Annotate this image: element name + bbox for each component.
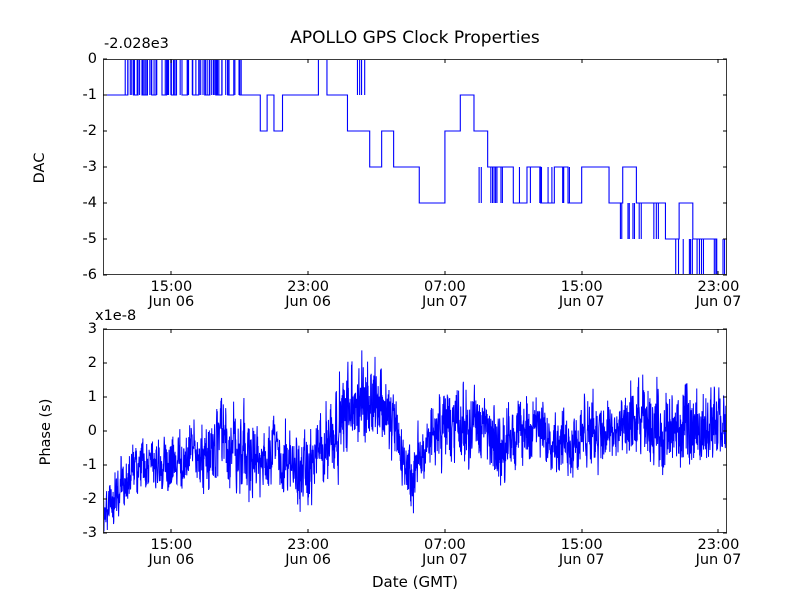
dac-toggle-bursts (125, 59, 724, 275)
xtick-label: 15:00 Jun 07 (558, 537, 605, 569)
xtick-mark (444, 271, 446, 275)
dac-y-axis-label: DAC (32, 152, 48, 184)
ytick-mark (723, 362, 727, 364)
xtick-mark (717, 271, 719, 275)
ytick-label: -4 (82, 195, 97, 211)
ytick-mark (723, 328, 727, 330)
xtick-mark (581, 329, 583, 333)
ytick-mark (103, 464, 107, 466)
ytick-label: -5 (82, 231, 97, 247)
dac-step-line (103, 59, 727, 275)
xtick-label: 15:00 Jun 06 (148, 279, 195, 311)
phase-x-axis-label: Date (GMT) (371, 573, 459, 591)
ytick-mark (723, 238, 727, 240)
xtick-mark (307, 59, 309, 63)
xtick-mark (717, 59, 719, 63)
ytick-mark (103, 328, 107, 330)
ytick-mark (103, 274, 107, 276)
xtick-mark (307, 529, 309, 533)
phase-offset-text: x1e-8 (95, 308, 137, 324)
ytick-mark (103, 362, 107, 364)
xtick-mark (444, 59, 446, 63)
xtick-label: 23:00 Jun 07 (695, 537, 742, 569)
ytick-label: 1 (87, 389, 97, 405)
xtick-mark (170, 529, 172, 533)
phase-y-axis-label: Phase (s) (38, 398, 54, 466)
ytick-mark (723, 396, 727, 398)
figure-title: APOLLO GPS Clock Properties (290, 28, 540, 48)
ytick-label: -1 (82, 87, 97, 103)
xtick-mark (581, 529, 583, 533)
xtick-label: 07:00 Jun 07 (422, 537, 468, 569)
ytick-label: -3 (82, 525, 97, 541)
ytick-mark (103, 396, 107, 398)
ytick-mark (103, 498, 107, 500)
ytick-label: 2 (87, 355, 97, 371)
ytick-label: -2 (82, 123, 97, 139)
ytick-mark (723, 166, 727, 168)
ytick-mark (723, 464, 727, 466)
ytick-mark (723, 274, 727, 276)
xtick-mark (170, 59, 172, 63)
phase-noise-line (103, 329, 727, 533)
dac-axes: 0 -1 -2 -3 -4 -5 -6 15:00 Jun 06 23:00 Jun 06 07:0… (83, 51, 742, 310)
xtick-mark (717, 529, 719, 533)
phase-trace-path (103, 350, 727, 531)
ytick-mark (103, 58, 107, 60)
xtick-mark (717, 329, 719, 333)
phase-axes: 3 2 1 0 -1 -2 -3 15:00 Jun 06 23:00 Jun 06 07:00 Ju… (83, 321, 742, 568)
ytick-mark (723, 202, 727, 204)
xtick-mark (307, 329, 309, 333)
xtick-mark (444, 529, 446, 533)
xtick-label: 23:00 Jun 07 (695, 279, 742, 311)
ytick-label: 0 (87, 423, 97, 439)
xtick-label: 07:00 Jun 07 (422, 279, 468, 311)
ytick-mark (723, 498, 727, 500)
ytick-mark (723, 94, 727, 96)
ytick-mark (103, 430, 107, 432)
ytick-label: -2 (82, 491, 97, 507)
xtick-label: 23:00 Jun 06 (285, 537, 331, 569)
dac-trace-path (103, 59, 727, 275)
ytick-mark (103, 238, 107, 240)
xtick-mark (581, 59, 583, 63)
ytick-mark (103, 532, 107, 534)
ytick-mark (723, 130, 727, 132)
xtick-label: 23:00 Jun 06 (285, 279, 331, 311)
ytick-label: -1 (82, 457, 97, 473)
xtick-mark (170, 329, 172, 333)
ytick-mark (103, 166, 107, 168)
dac-offset-text: -2.028e3 (104, 36, 169, 52)
xtick-mark (170, 271, 172, 275)
xtick-label: 15:00 Jun 07 (558, 279, 605, 311)
xtick-label: 15:00 Jun 06 (148, 537, 195, 569)
ytick-label: -3 (82, 159, 97, 175)
xtick-mark (307, 271, 309, 275)
ytick-label: -6 (82, 267, 97, 283)
ytick-label: 3 (87, 321, 97, 337)
xtick-mark (581, 271, 583, 275)
ytick-mark (103, 94, 107, 96)
ytick-mark (103, 202, 107, 204)
ytick-mark (103, 130, 107, 132)
ytick-label: 0 (87, 51, 97, 67)
ytick-mark (723, 430, 727, 432)
ytick-mark (723, 532, 727, 534)
xtick-mark (444, 329, 446, 333)
ytick-mark (723, 58, 727, 60)
